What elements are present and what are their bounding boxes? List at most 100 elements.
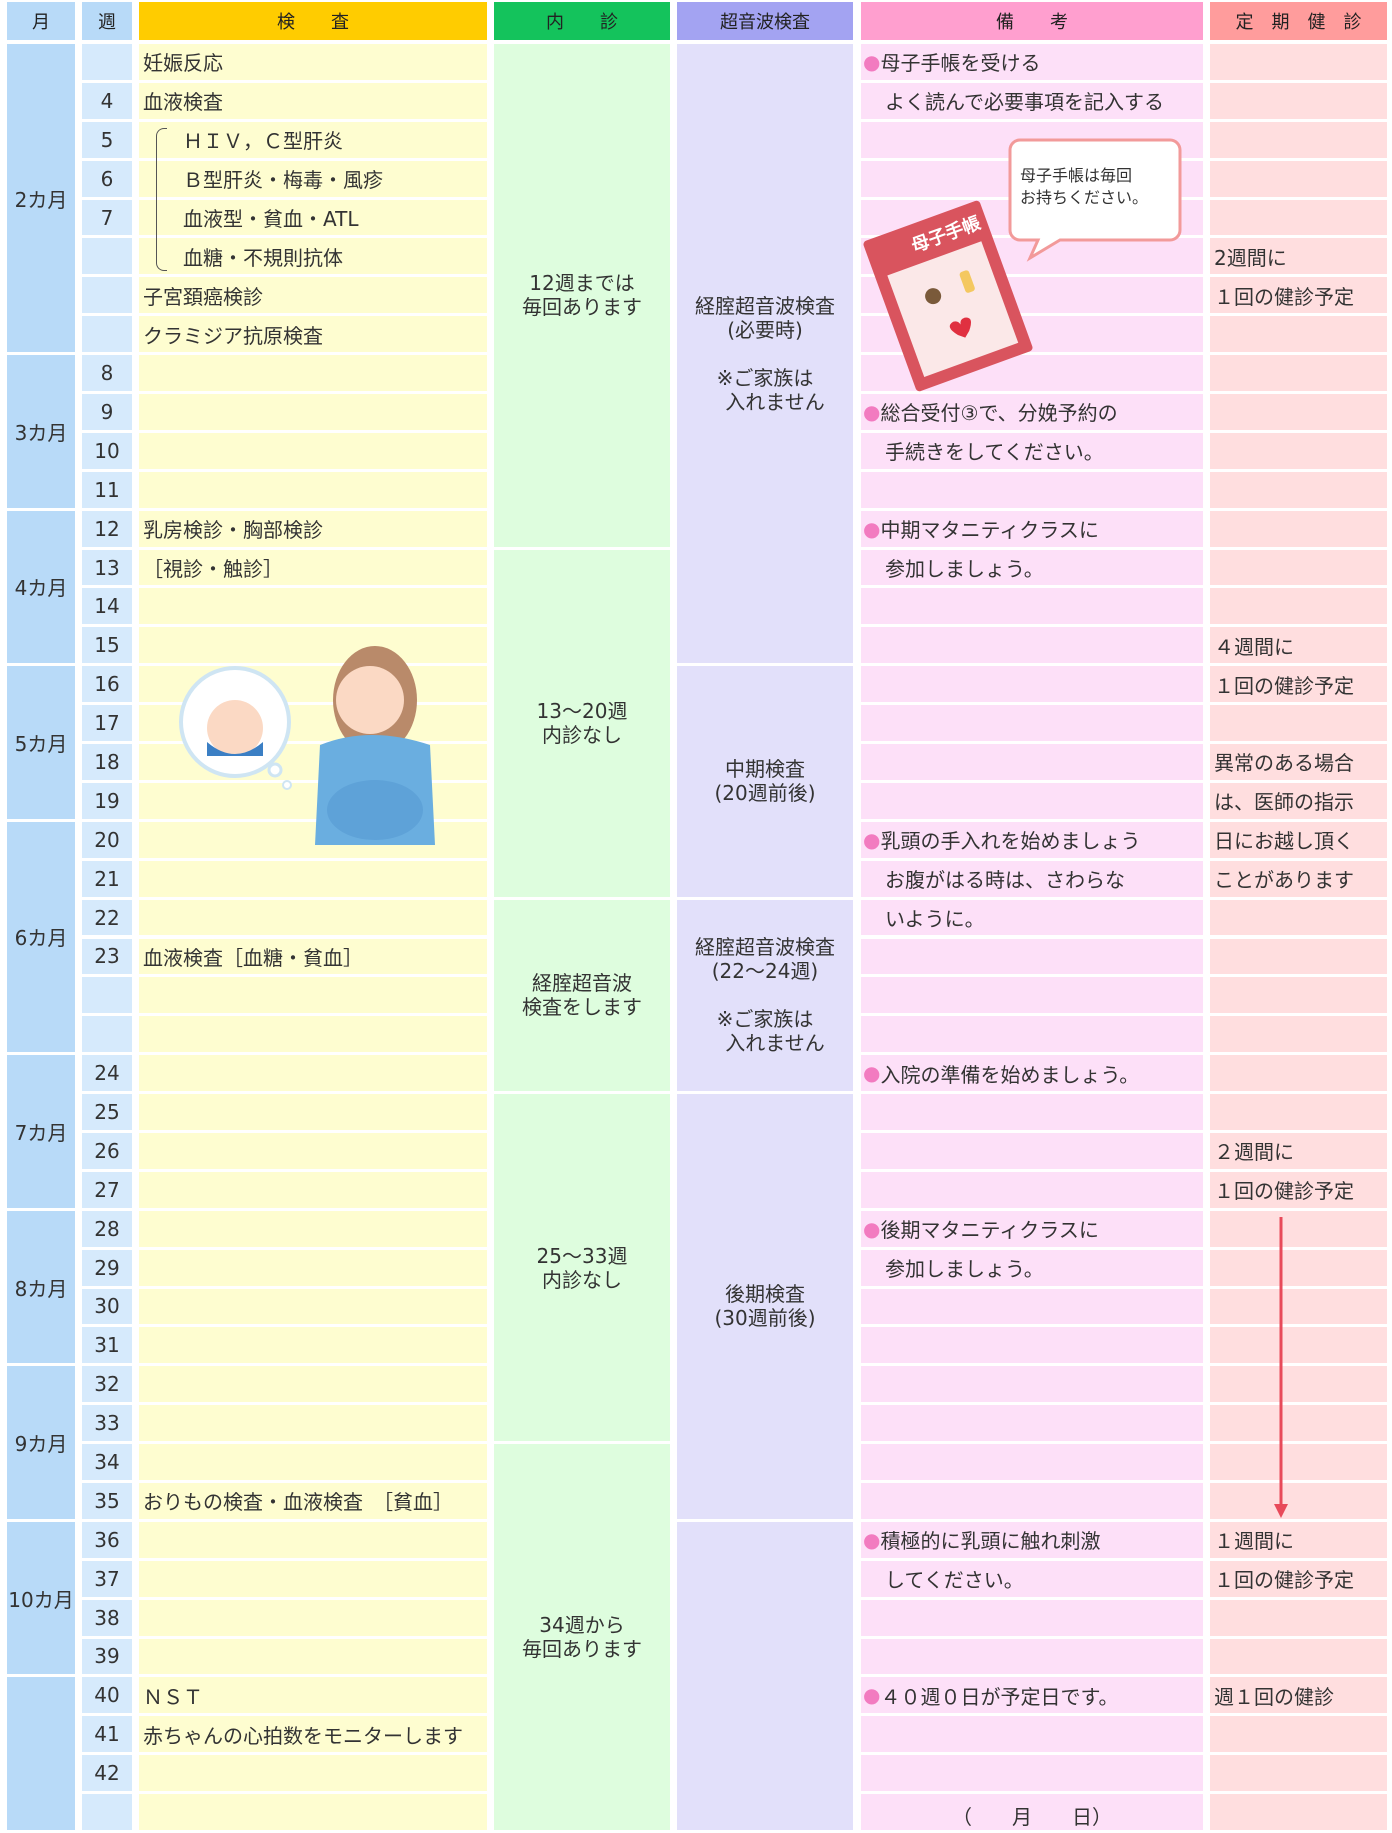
exam-cell <box>139 1794 487 1830</box>
remark-cell <box>861 238 1203 275</box>
week-cell: 25 <box>82 1094 132 1130</box>
exam-cell: ＨＩＶ，Ｃ型肝炎 <box>139 121 487 158</box>
week-cell: 41 <box>82 1716 132 1753</box>
exam-cell: 血液検査［血糖・貧血］ <box>139 938 487 975</box>
month-cell: 3カ月 <box>7 355 75 508</box>
checkup-cell <box>1210 1405 1387 1442</box>
header-cell: 定 期 健 診 <box>1210 2 1387 40</box>
remark-cell <box>861 977 1203 1014</box>
week-cell: 30 <box>82 1288 132 1325</box>
checkup-cell <box>1210 1327 1387 1364</box>
cell-line: 経腟超音波検査 <box>695 293 835 318</box>
remark-cell <box>861 316 1203 353</box>
remark-cell <box>861 277 1203 314</box>
ultrasound-cell: 後期検査 (30週前後) <box>677 1094 853 1519</box>
checkup-cell <box>1210 1055 1387 1092</box>
exam-cell: 血液検査 <box>139 82 487 119</box>
header-cell: 月 <box>7 2 75 40</box>
remark-cell: 手続きをしてください。 <box>861 432 1203 469</box>
exam-cell: Ｂ型肝炎・梅毒・風疹 <box>139 160 487 197</box>
remark-cell <box>861 1444 1203 1480</box>
remark-cell: いように。 <box>861 899 1203 936</box>
week-cell: 26 <box>82 1132 132 1169</box>
checkup-cell: １回の健診予定 <box>1210 277 1387 314</box>
cell-line: 入れません <box>705 1031 825 1056</box>
remark-cell: してください。 <box>861 1560 1203 1597</box>
cell-line: (必要時) <box>727 317 803 342</box>
week-cell: 21 <box>82 860 132 897</box>
remark-cell <box>861 744 1203 780</box>
cell-line: 後期検査 <box>725 1282 805 1307</box>
ultrasound-cell: 経腟超音波検査 (必要時) ※ご家族は 入れません <box>677 44 853 664</box>
checkup-cell <box>1210 510 1387 547</box>
month-cell: 6カ月 <box>7 821 75 1053</box>
exam-cell <box>139 705 487 742</box>
checkup-cell <box>1210 121 1387 158</box>
remark-cell <box>861 666 1203 703</box>
exam-cell: ＮＳＴ <box>139 1677 487 1714</box>
cell-line: 経腟超音波 <box>532 971 632 996</box>
exam-cell <box>139 1755 487 1792</box>
cell-line: 毎回あります <box>522 1637 642 1662</box>
checkup-cell <box>1210 44 1387 80</box>
remark-cell <box>861 355 1203 392</box>
checkup-cell: 2週間に <box>1210 238 1387 275</box>
bracket <box>156 127 167 272</box>
remark-cell <box>861 1016 1203 1053</box>
checkup-cell <box>1210 899 1387 936</box>
month-cell: 2カ月 <box>7 44 75 353</box>
remark-cell: 入院の準備を始めましょう。 <box>861 1055 1203 1092</box>
exam-cell: ［視診・触診］ <box>139 549 487 586</box>
checkup-cell <box>1210 1210 1387 1247</box>
remark-cell: （ 月 日） <box>861 1794 1203 1830</box>
week-cell: 23 <box>82 938 132 975</box>
checkup-cell <box>1210 1094 1387 1130</box>
cell-line: 13〜20週 <box>536 699 628 724</box>
week-cell <box>82 44 132 80</box>
checkup-cell <box>1210 1249 1387 1286</box>
header-cell: 検 査 <box>139 2 487 40</box>
week-cell: 27 <box>82 1171 132 1208</box>
remark-cell: 参加しましょう。 <box>861 549 1203 586</box>
month-cell: 8カ月 <box>7 1210 75 1364</box>
exam-cell: おりもの検査・血液検査 ［貧血］ <box>139 1482 487 1519</box>
remark-cell <box>861 1716 1203 1753</box>
checkup-cell <box>1210 199 1387 236</box>
exam-cell <box>139 394 487 430</box>
week-cell: 8 <box>82 355 132 392</box>
remark-cell: 後期マタニティクラスに <box>861 1210 1203 1247</box>
cell-line: 25〜33週 <box>536 1243 628 1268</box>
remark-cell <box>861 1405 1203 1442</box>
week-cell: 22 <box>82 899 132 936</box>
month-cell <box>7 1677 75 1830</box>
internal-cell: 12週までは 毎回あります <box>494 44 670 547</box>
checkup-cell <box>1210 1755 1387 1792</box>
header-cell: 備 考 <box>861 2 1203 40</box>
cell-line: (20週前後) <box>714 781 816 806</box>
exam-cell <box>139 1405 487 1442</box>
month-cell: 5カ月 <box>7 666 75 819</box>
cell-line: 検査をします <box>522 995 642 1020</box>
checkup-cell <box>1210 82 1387 119</box>
week-cell: 24 <box>82 1055 132 1092</box>
remark-cell: よく読んで必要事項を記入する <box>861 82 1203 119</box>
header-cell: 超音波検査 <box>677 2 853 40</box>
checkup-cell <box>1210 1288 1387 1325</box>
checkup-cell: １回の健診予定 <box>1210 1171 1387 1208</box>
cell-line: 経腟超音波検査 <box>695 935 835 960</box>
checkup-cell <box>1210 1638 1387 1675</box>
remark-cell <box>861 705 1203 742</box>
checkup-cell <box>1210 160 1387 197</box>
exam-cell <box>139 899 487 936</box>
week-cell: 42 <box>82 1755 132 1792</box>
exam-cell <box>139 1288 487 1325</box>
checkup-cell <box>1210 1599 1387 1636</box>
header-cell: 週 <box>82 2 132 40</box>
week-cell: 39 <box>82 1638 132 1675</box>
cell-line: 中期検査 <box>725 757 805 782</box>
checkup-cell <box>1210 588 1387 625</box>
cell-line: 内診なし <box>542 723 622 748</box>
remark-cell: 母子手帳を受ける <box>861 44 1203 80</box>
exam-cell: 赤ちゃんの心拍数をモニターします <box>139 1716 487 1753</box>
week-cell: 38 <box>82 1599 132 1636</box>
